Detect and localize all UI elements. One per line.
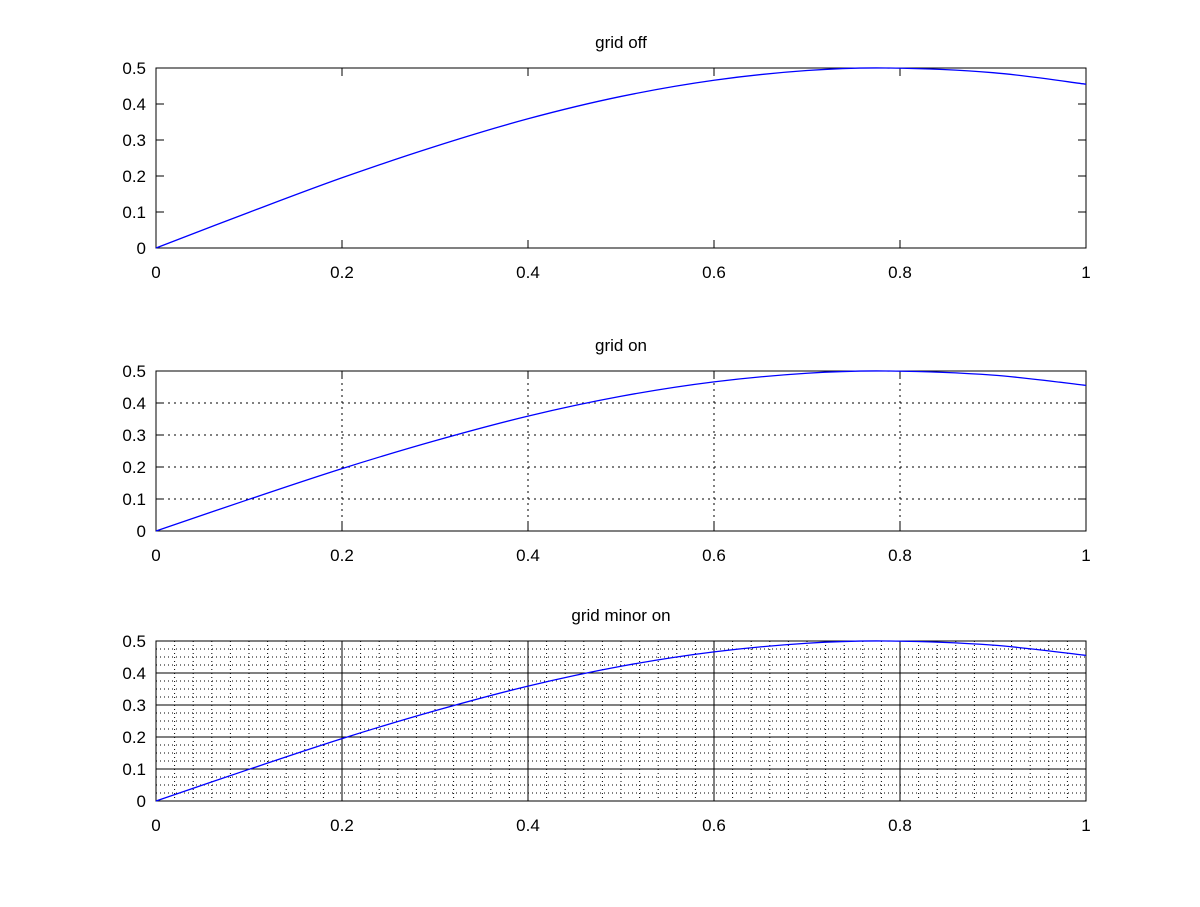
y-tick-label: 0.4 <box>122 95 146 114</box>
major-grid <box>156 641 1086 801</box>
y-tick-label: 0.3 <box>122 696 146 715</box>
chart-title: grid off <box>595 33 647 52</box>
chart-title: grid on <box>595 336 647 355</box>
subplot-2: 0 0.2 0.4 0.6 0.8 1 0 0.1 0.2 0.3 0.4 0.5 grid on <box>122 336 1090 565</box>
x-tick-label: 0 <box>151 546 160 565</box>
x-tick-label: 0.6 <box>702 546 726 565</box>
axes-box <box>155 370 1087 532</box>
series-line <box>155 370 1087 532</box>
x-tick-label: 1 <box>1081 816 1090 835</box>
x-tick-label: 0 <box>151 263 160 282</box>
x-tick-label: 0.4 <box>516 263 540 282</box>
chart-title: grid minor on <box>571 606 670 625</box>
y-tick-label: 0.4 <box>122 664 146 683</box>
y-tick-label: 0.5 <box>122 632 146 651</box>
axes-box <box>155 67 1087 249</box>
y-tick-label: 0.5 <box>122 362 146 381</box>
y-tick-label: 0.5 <box>122 59 146 78</box>
x-tick-label: 1 <box>1081 263 1090 282</box>
y-tick-label: 0.1 <box>122 760 146 779</box>
minor-grid <box>156 641 1086 801</box>
x-tick-label: 0.4 <box>516 816 540 835</box>
y-tick-label: 0.1 <box>122 203 146 222</box>
axes-box <box>155 640 1087 802</box>
y-tick-label: 0.2 <box>122 458 146 477</box>
y-tick-label: 0.1 <box>122 490 146 509</box>
y-tick-label: 0.2 <box>122 167 146 186</box>
y-tick-label: 0 <box>137 792 146 811</box>
y-tick-label: 0.3 <box>122 131 146 150</box>
subplot-3: 0 0.2 0.4 0.6 0.8 1 0 0.1 0.2 0.3 0.4 0.5 grid minor… <box>122 606 1090 835</box>
x-tick-label: 0.2 <box>330 816 354 835</box>
x-tick-label: 0.2 <box>330 546 354 565</box>
x-tick-label: 0.4 <box>516 546 540 565</box>
x-tick-label: 1 <box>1081 546 1090 565</box>
x-tick-label: 0.8 <box>888 263 912 282</box>
x-tick-label: 0.8 <box>888 816 912 835</box>
y-tick-label: 0 <box>137 239 146 258</box>
subplot-1: 0 0.2 0.4 0.6 0.8 1 0 0.1 0.2 0.3 0.4 0.5 grid off <box>122 33 1090 282</box>
x-tick-label: 0.6 <box>702 263 726 282</box>
y-tick-label: 0.2 <box>122 728 146 747</box>
major-grid <box>156 371 1086 531</box>
x-tick-label: 0 <box>151 816 160 835</box>
y-tick-label: 0 <box>137 522 146 541</box>
x-tick-label: 0.8 <box>888 546 912 565</box>
y-tick-label: 0.4 <box>122 394 146 413</box>
series-line <box>155 640 1087 802</box>
x-tick-label: 0.6 <box>702 816 726 835</box>
x-tick-label: 0.2 <box>330 263 354 282</box>
y-tick-label: 0.3 <box>122 426 146 445</box>
series-line <box>155 67 1087 249</box>
